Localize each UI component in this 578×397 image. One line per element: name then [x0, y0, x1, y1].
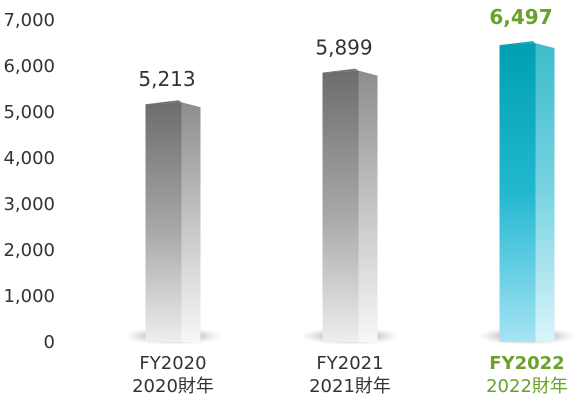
y-tick-label: 6,000: [3, 56, 55, 77]
x-tick-sublabel: 2022財年: [486, 376, 568, 397]
y-tick-label: 4,000: [3, 148, 55, 169]
y-tick-label: 1,000: [3, 286, 55, 307]
bar-side-face: [535, 43, 555, 342]
value-label: 5,899: [315, 36, 372, 60]
bar-front-face: [322, 70, 359, 343]
x-tick-label: FY2022: [489, 353, 564, 374]
y-tick-label: 5,000: [3, 102, 55, 123]
bar-front-face: [145, 102, 182, 343]
bar-front-face: [499, 43, 536, 342]
x-tick-sublabel: 2020財年: [132, 376, 214, 397]
value-label: 6,497: [489, 5, 552, 29]
y-tick-label: 7,000: [3, 10, 55, 31]
bar-top-face: [499, 41, 536, 46]
y-tick-label: 0: [44, 332, 55, 353]
value-labels: 5,213 5,899 6,497: [138, 5, 552, 91]
x-tick-label: FY2020: [139, 353, 206, 374]
y-axis: 0 1,000 2,000 3,000 4,000 5,000 6,000 7,000: [3, 10, 55, 353]
bar-fy2021: [322, 68, 378, 343]
bar-fy2020: [145, 100, 201, 343]
value-label: 5,213: [138, 67, 195, 91]
y-tick-label: 3,000: [3, 194, 55, 215]
bar-side-face: [358, 70, 378, 343]
y-tick-label: 2,000: [3, 240, 55, 261]
bar-side-face: [181, 102, 201, 343]
bar-top-face: [145, 100, 182, 105]
bar-fy2022: [499, 41, 555, 342]
x-tick-sublabel: 2021財年: [309, 376, 391, 397]
bar-top-face: [322, 68, 359, 73]
bars: [145, 41, 555, 343]
x-tick-label: FY2021: [316, 353, 383, 374]
